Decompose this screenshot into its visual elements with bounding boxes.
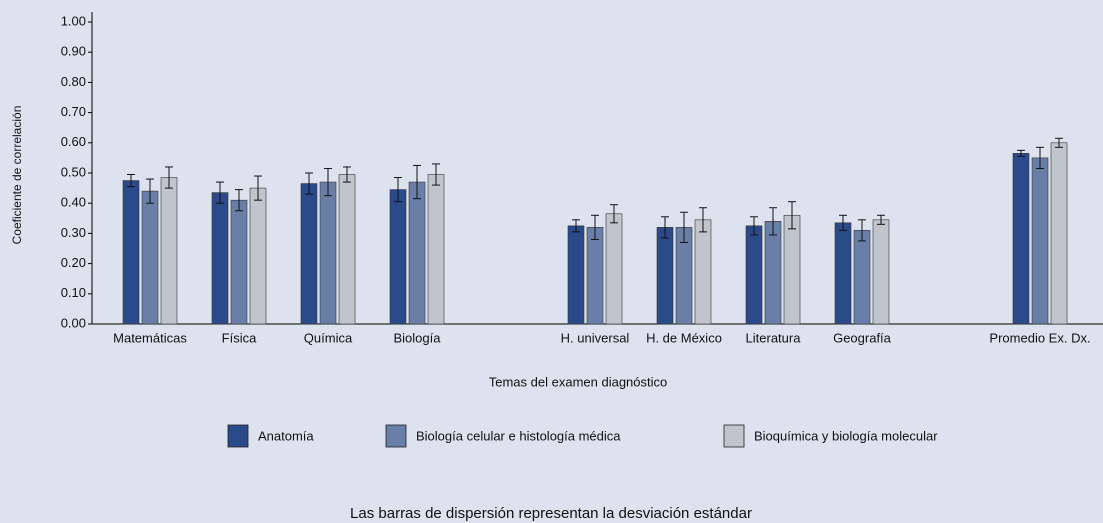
error-bar	[413, 164, 421, 200]
bar	[427, 174, 445, 325]
error-bar	[1036, 146, 1044, 169]
y-tick-label: 0.80	[61, 74, 86, 89]
error-bar	[324, 167, 332, 197]
error-bar	[343, 166, 351, 183]
bar	[656, 227, 674, 325]
y-tick-label: 1.00	[61, 13, 86, 28]
bar	[1012, 153, 1030, 325]
error-bar	[127, 174, 135, 188]
bar	[586, 227, 604, 325]
bar	[1031, 157, 1049, 325]
legend-swatch	[723, 424, 745, 448]
bar	[249, 187, 267, 325]
x-axis-label: Temas del examen diagnóstico	[489, 374, 668, 389]
error-bar	[680, 211, 688, 243]
bar	[211, 192, 229, 325]
x-tick-label: Promedio Ex. Dx.	[989, 330, 1090, 345]
y-tick-label: 0.20	[61, 255, 86, 270]
y-tick-label: 0.30	[61, 225, 86, 240]
error-bar	[165, 166, 173, 189]
y-tick-label: 0.00	[61, 315, 86, 330]
bar	[605, 213, 623, 325]
x-tick-label: Geografía	[833, 330, 892, 345]
error-bar	[146, 178, 154, 204]
x-tick-label: Biología	[394, 330, 442, 345]
bar	[141, 190, 159, 325]
error-bar	[394, 177, 402, 203]
y-axis-label: Coeficiente de correlación	[10, 106, 24, 245]
error-bar	[591, 214, 599, 240]
bar	[160, 177, 178, 325]
legend-swatch	[385, 424, 407, 448]
error-bar	[1017, 149, 1025, 157]
y-tick-label: 0.10	[61, 285, 86, 300]
bar	[567, 225, 585, 325]
bar	[408, 181, 426, 325]
error-bar	[432, 163, 440, 186]
error-bar	[699, 207, 707, 233]
bar	[872, 219, 890, 325]
error-bar	[788, 201, 796, 230]
bar	[338, 174, 356, 325]
error-bar	[216, 181, 224, 204]
x-tick-label: H. de México	[646, 330, 722, 345]
legend-label: Biología celular e histología médica	[416, 428, 621, 443]
y-tick-label: 0.50	[61, 164, 86, 179]
x-tick-label: Física	[222, 330, 257, 345]
bar	[122, 180, 140, 325]
x-tick-label: Matemáticas	[113, 330, 187, 345]
error-bar	[661, 216, 669, 239]
bar	[853, 230, 871, 325]
error-bar	[858, 219, 866, 242]
error-bar	[610, 204, 618, 224]
x-tick-label: Química	[304, 330, 353, 345]
note: Las barras de dispersión representan la …	[350, 505, 752, 522]
error-bar	[750, 216, 758, 236]
y-tick-label: 0.70	[61, 104, 86, 119]
bar	[745, 225, 763, 325]
bar	[783, 214, 801, 325]
error-bar	[769, 207, 777, 236]
bar	[834, 222, 852, 325]
error-bar	[254, 175, 262, 201]
bar	[389, 189, 407, 325]
bar	[694, 219, 712, 325]
error-bar	[572, 219, 580, 233]
legend-swatch	[227, 424, 249, 448]
y-tick-label: 0.40	[61, 195, 86, 210]
error-bar	[1055, 137, 1063, 148]
x-tick-label: Literatura	[746, 330, 802, 345]
error-bar	[235, 189, 243, 212]
y-tick-label: 0.90	[61, 44, 86, 59]
legend-label: Bioquímica y biología molecular	[754, 428, 938, 443]
x-tick-label: H. universal	[561, 330, 630, 345]
bar	[230, 199, 248, 325]
error-bar	[305, 172, 313, 195]
legend-label: Anatomía	[258, 428, 314, 443]
error-bar	[877, 214, 885, 225]
bar	[764, 221, 782, 325]
bar	[319, 181, 337, 325]
bar	[300, 183, 318, 325]
bar	[1050, 142, 1068, 325]
error-bar	[839, 214, 847, 231]
y-tick-label: 0.60	[61, 134, 86, 149]
